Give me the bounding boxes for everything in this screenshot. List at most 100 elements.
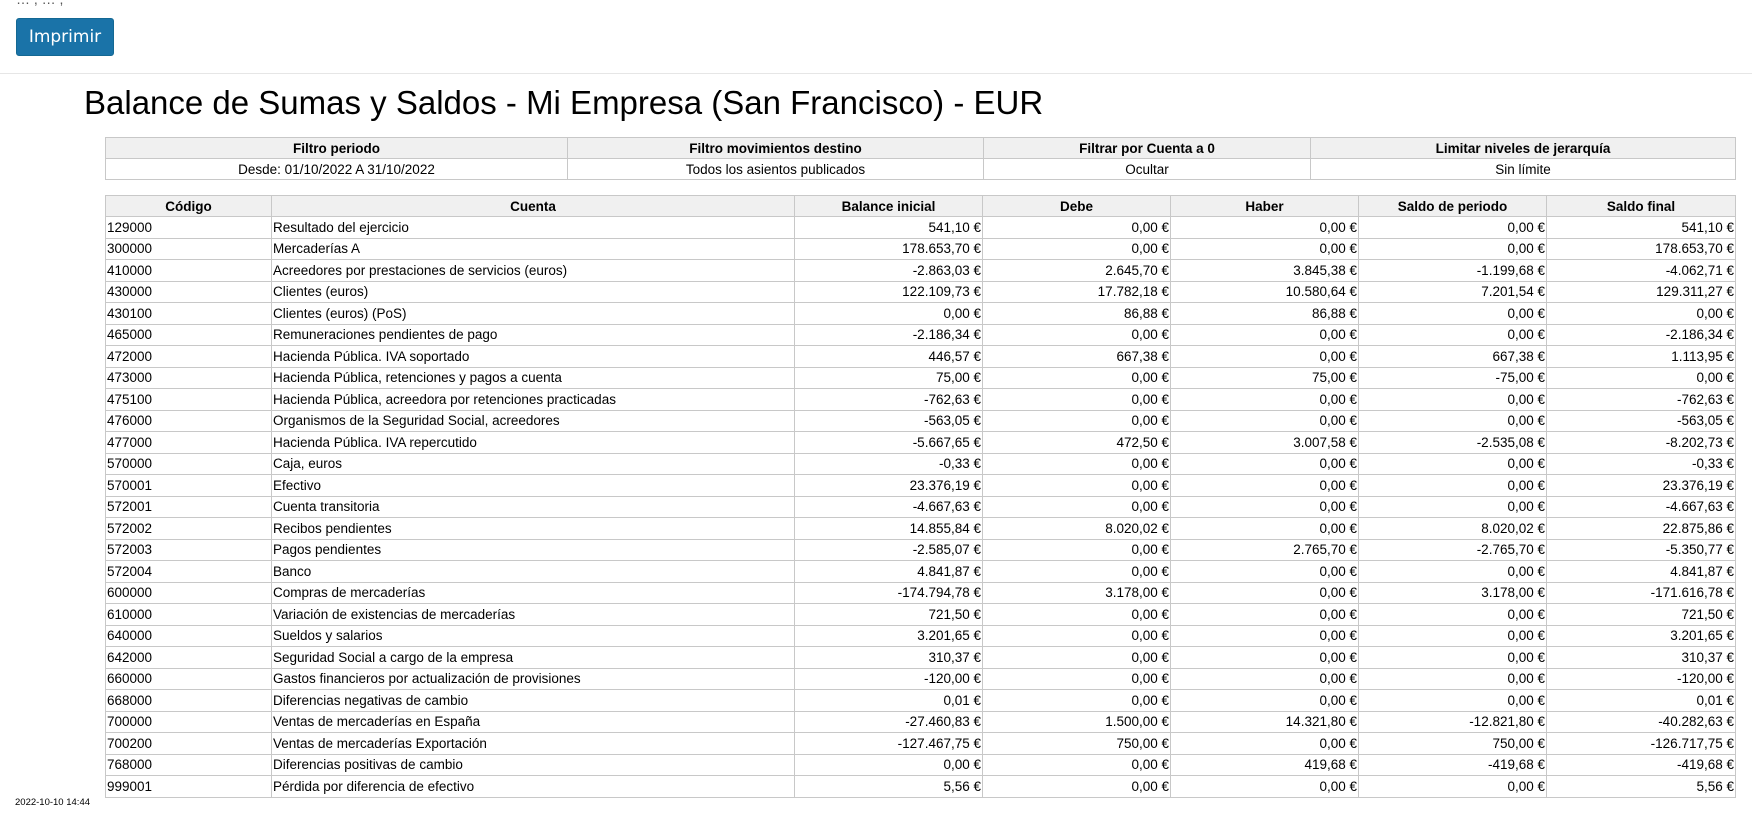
cell-opening-balance: 0,00 € — [794, 302, 983, 325]
table-row: 700000 Ventas de mercaderías en España -27… — [105, 710, 1736, 733]
cell-debit: 667,38 € — [982, 345, 1171, 368]
cell-account: Variación de existencias de mercaderías — [271, 603, 795, 626]
cell-credit: 75,00 € — [1170, 366, 1359, 389]
cell-debit: 0,00 € — [982, 775, 1171, 798]
cell-final-balance: -762,63 € — [1546, 388, 1736, 411]
cell-final-balance: -0,33 € — [1546, 452, 1736, 475]
cell-debit: 0,00 € — [982, 538, 1171, 561]
cell-period-balance: 8.020,02 € — [1358, 517, 1547, 540]
col-header-final-balance: Saldo final — [1546, 195, 1736, 217]
cell-credit: 10.580,64 € — [1170, 280, 1359, 303]
cell-opening-balance: 4.841,87 € — [794, 560, 983, 583]
cell-opening-balance: 446,57 € — [794, 345, 983, 368]
cell-opening-balance: -5.667,65 € — [794, 431, 983, 454]
cell-final-balance: 541,10 € — [1546, 216, 1736, 239]
col-header-debit: Debe — [982, 195, 1171, 217]
cell-period-balance: 0,00 € — [1358, 323, 1547, 346]
cell-account: Resultado del ejercicio — [271, 216, 795, 239]
cell-period-balance: 0,00 € — [1358, 775, 1547, 798]
table-row: 473000 Hacienda Pública, retenciones y pa… — [105, 366, 1736, 389]
print-timestamp: 2022-10-10 14:44 — [15, 797, 91, 808]
table-row: 642000 Seguridad Social a cargo de la emp… — [105, 646, 1736, 669]
cell-period-balance: -419,68 € — [1358, 753, 1547, 776]
cell-account: Ventas de mercaderías en España — [271, 710, 795, 733]
cell-debit: 0,00 € — [982, 216, 1171, 239]
cell-final-balance: 0,00 € — [1546, 366, 1736, 389]
cell-final-balance: 22.875,86 € — [1546, 517, 1736, 540]
cell-final-balance: -4.667,63 € — [1546, 495, 1736, 518]
cell-opening-balance: -563,05 € — [794, 409, 983, 432]
table-row: 999001 Pérdida por diferencia de efectivo… — [105, 775, 1736, 798]
cell-credit: 0,00 € — [1170, 345, 1359, 368]
top-toolbar: … , … , Imprimir — [0, 0, 1752, 74]
table-row: 610000 Variación de existencias de mercad… — [105, 603, 1736, 626]
cell-final-balance: 1.113,95 € — [1546, 345, 1736, 368]
table-row: 640000 Sueldos y salarios 3.201,65 €0,00 €… — [105, 624, 1736, 647]
cell-account: Hacienda Pública, acreedora por retencio… — [271, 388, 795, 411]
cell-debit: 0,00 € — [982, 474, 1171, 497]
cell-account: Cuenta transitoria — [271, 495, 795, 518]
table-row: 700200 Ventas de mercaderías Exportación -… — [105, 732, 1736, 755]
cell-debit: 0,00 € — [982, 388, 1171, 411]
cell-final-balance: -40.282,63 € — [1546, 710, 1736, 733]
table-row: 300000 Mercaderías A 178.653,70 €0,00 €0,0… — [105, 237, 1736, 260]
cell-account: Remuneraciones pendientes de pago — [271, 323, 795, 346]
cell-credit: 0,00 € — [1170, 409, 1359, 432]
cell-opening-balance: -2.585,07 € — [794, 538, 983, 561]
cell-credit: 3.845,38 € — [1170, 259, 1359, 282]
cell-opening-balance: 0,00 € — [794, 753, 983, 776]
cell-final-balance: 0,01 € — [1546, 689, 1736, 712]
cell-opening-balance: 541,10 € — [794, 216, 983, 239]
cell-credit: 0,00 € — [1170, 495, 1359, 518]
cell-opening-balance: 3.201,65 € — [794, 624, 983, 647]
cell-period-balance: 3.178,00 € — [1358, 581, 1547, 604]
cell-code: 410000 — [105, 259, 272, 282]
table-row: 660000 Gastos financieros por actualizaci… — [105, 667, 1736, 690]
table-row: 477000 Hacienda Pública. IVA repercutido -… — [105, 431, 1736, 454]
cell-account: Pagos pendientes — [271, 538, 795, 561]
cell-period-balance: 0,00 € — [1358, 409, 1547, 432]
cell-debit: 472,50 € — [982, 431, 1171, 454]
cell-final-balance: 5,56 € — [1546, 775, 1736, 798]
cell-final-balance: -2.186,34 € — [1546, 323, 1736, 346]
cell-opening-balance: 14.855,84 € — [794, 517, 983, 540]
cell-opening-balance: -4.667,63 € — [794, 495, 983, 518]
cell-credit: 0,00 € — [1170, 775, 1359, 798]
cell-opening-balance: 75,00 € — [794, 366, 983, 389]
cell-code: 642000 — [105, 646, 272, 669]
table-row: 476000 Organismos de la Seguridad Social,… — [105, 409, 1736, 432]
cell-debit: 0,00 € — [982, 667, 1171, 690]
cell-debit: 750,00 € — [982, 732, 1171, 755]
cell-code: 129000 — [105, 216, 272, 239]
cell-final-balance: 4.841,87 € — [1546, 560, 1736, 583]
cell-credit: 0,00 € — [1170, 581, 1359, 604]
cell-final-balance: -171.616,78 € — [1546, 581, 1736, 604]
cell-period-balance: 0,00 € — [1358, 603, 1547, 626]
cell-account: Clientes (euros) — [271, 280, 795, 303]
cell-final-balance: -5.350,77 € — [1546, 538, 1736, 561]
cell-period-balance: -2.765,70 € — [1358, 538, 1547, 561]
cell-period-balance: 0,00 € — [1358, 388, 1547, 411]
print-button[interactable]: Imprimir — [16, 18, 114, 56]
col-header-code: Código — [105, 195, 272, 217]
cell-debit: 0,00 € — [982, 753, 1171, 776]
balance-table: Código Cuenta Balance inicial Debe Haber… — [105, 195, 1736, 798]
cell-debit: 0,00 € — [982, 237, 1171, 260]
cell-code: 700000 — [105, 710, 272, 733]
cell-code: 477000 — [105, 431, 272, 454]
table-row: 572004 Banco 4.841,87 €0,00 €0,00 €0,00 €4… — [105, 560, 1736, 583]
table-row: 668000 Diferencias negativas de cambio 0,0… — [105, 689, 1736, 712]
cell-opening-balance: -2.863,03 € — [794, 259, 983, 282]
cell-account: Hacienda Pública. IVA repercutido — [271, 431, 795, 454]
cell-opening-balance: -27.460,83 € — [794, 710, 983, 733]
cell-credit: 0,00 € — [1170, 646, 1359, 669]
cell-period-balance: 750,00 € — [1358, 732, 1547, 755]
cell-code: 600000 — [105, 581, 272, 604]
cell-code: 572002 — [105, 517, 272, 540]
cell-code: 572004 — [105, 560, 272, 583]
cell-account: Ventas de mercaderías Exportación — [271, 732, 795, 755]
cell-debit: 17.782,18 € — [982, 280, 1171, 303]
cell-account: Gastos financieros por actualización de … — [271, 667, 795, 690]
cell-account: Diferencias positivas de cambio — [271, 753, 795, 776]
cell-code: 430000 — [105, 280, 272, 303]
